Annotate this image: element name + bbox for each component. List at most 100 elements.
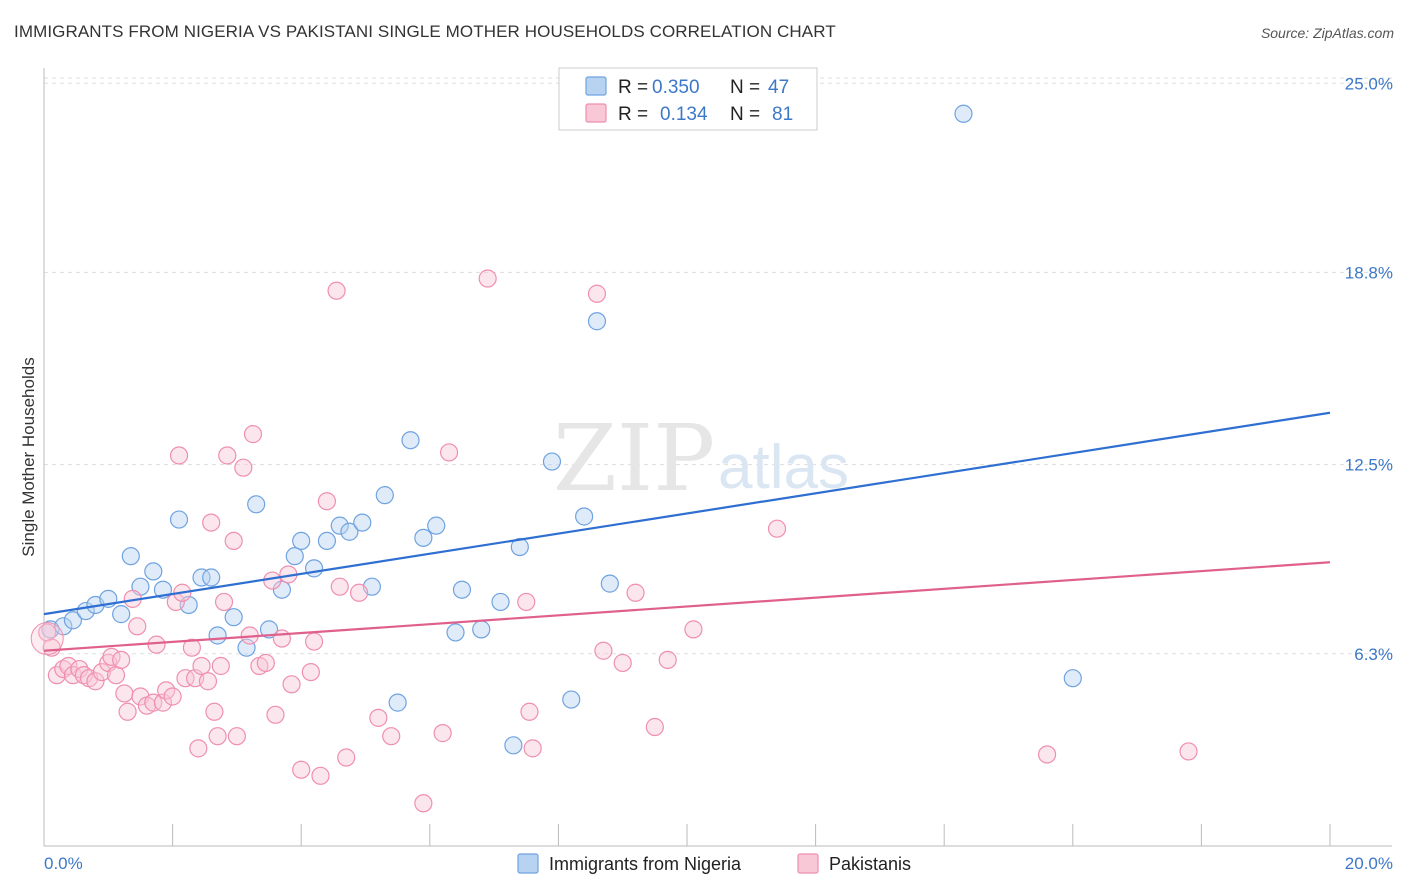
data-point-pakistan [626, 583, 645, 602]
watermark-zip-text: ZIP [553, 405, 715, 512]
y-tick-label: 25.0% [1345, 74, 1393, 93]
data-point-nigeria [375, 486, 394, 505]
data-point-nigeria [414, 528, 433, 547]
data-point-nigeria [510, 537, 529, 557]
stats-legend-r-value-nigeria: 0.350 [652, 77, 700, 98]
data-point-nigeria [272, 580, 292, 599]
data-point-pakistan [369, 708, 388, 727]
data-point-pakistan [433, 724, 452, 743]
x-tick-label-min: 0.0% [44, 854, 83, 873]
data-point-pakistan [144, 693, 163, 712]
y-tick-labels: 6.3% 12.5% 18.8% 25.0% [1345, 74, 1393, 664]
data-point-pakistan [182, 638, 201, 657]
data-point-pakistan [106, 666, 126, 685]
data-point-pakistan [147, 635, 166, 654]
data-point-pakistan [118, 702, 137, 721]
data-point-pakistan [304, 632, 324, 651]
data-point-pakistan [658, 650, 677, 669]
data-point-nigeria [446, 623, 465, 642]
data-point-pakistan [74, 666, 93, 685]
stats-legend-swatch-nigeria [585, 76, 607, 96]
data-point-pakistan [92, 662, 111, 682]
data-point-pakistan [1037, 745, 1057, 764]
data-point-nigeria [292, 531, 311, 551]
data-point-pakistan [263, 571, 282, 590]
chart-title: IMMIGRANTS FROM NIGERIA VS PAKISTANI SIN… [14, 22, 836, 41]
stats-legend-swatch-pakistan [585, 103, 607, 123]
data-point-pakistan [163, 687, 182, 706]
data-point-pakistan [382, 727, 401, 746]
trend-line-pakistan [43, 561, 1331, 652]
data-point-pakistan [282, 675, 301, 694]
data-point-pakistan [330, 577, 349, 596]
data-point-pakistan [523, 739, 542, 758]
data-point-pakistan [169, 446, 189, 465]
x-axis-ticks [43, 824, 1331, 846]
data-point-nigeria [144, 562, 163, 581]
data-point-pakistan [243, 425, 263, 444]
data-point-nigeria [587, 312, 607, 331]
data-point-nigeria [401, 431, 420, 450]
data-point-nigeria [192, 568, 211, 587]
data-point-pakistan [520, 702, 539, 721]
data-point-pakistan [301, 662, 320, 682]
data-point-pakistan [218, 446, 237, 465]
data-point-pakistan [613, 653, 632, 673]
series-legend: Immigrants from Nigeria Pakistanis [517, 853, 911, 874]
data-point-pakistan [128, 617, 147, 636]
data-point-pakistan [176, 669, 195, 688]
data-point-pakistan [272, 629, 292, 648]
legend-swatch-pakistan [797, 853, 819, 874]
data-point-pakistan [115, 684, 134, 703]
data-point-pakistan [266, 705, 285, 724]
data-point-pakistan [311, 766, 330, 785]
data-point-pakistan [205, 702, 224, 721]
data-point-nigeria [491, 592, 510, 612]
data-point-pakistan [292, 760, 311, 779]
x-tick-label-max: 20.0% [1345, 854, 1393, 873]
data-point-pakistan [224, 531, 243, 551]
legend-label-pakistan: Pakistanis [829, 854, 911, 874]
data-point-pakistan [439, 443, 459, 462]
data-point-nigeria [452, 580, 472, 599]
data-point-nigeria [285, 547, 304, 566]
legend-swatch-nigeria [517, 853, 539, 874]
data-point-nigeria [353, 513, 372, 532]
data-point-nigeria [504, 736, 523, 755]
data-point-pakistan [112, 650, 131, 669]
data-point-pakistan-cluster [30, 622, 64, 656]
data-point-pakistan [317, 492, 337, 511]
y-tick-label: 6.3% [1354, 645, 1393, 664]
data-point-nigeria [202, 568, 221, 587]
data-point-nigeria [304, 559, 324, 578]
data-point-nigeria [575, 507, 594, 526]
data-point-pakistan [587, 284, 607, 303]
data-point-pakistan [645, 717, 664, 737]
stats-legend-n-value-nigeria: 47 [768, 77, 789, 98]
data-point-nigeria [259, 620, 279, 639]
data-point-pakistan [202, 513, 221, 532]
data-point-nigeria [954, 104, 973, 123]
data-point-pakistan [337, 748, 356, 767]
data-point-nigeria [317, 531, 337, 551]
data-point-pakistan [234, 458, 253, 477]
axes [43, 68, 1392, 847]
data-point-pakistan [86, 672, 105, 691]
data-point-nigeria [542, 452, 562, 471]
series-pakistan-points [30, 269, 1198, 813]
data-point-pakistan [192, 656, 211, 676]
data-point-pakistan [59, 656, 78, 676]
data-point-pakistan [684, 620, 703, 639]
trend-line-nigeria [43, 411, 1331, 616]
data-point-nigeria [121, 547, 140, 566]
data-point-pakistan [198, 672, 218, 691]
source-label: Source: ZipAtlas.com [1260, 25, 1394, 41]
data-point-pakistan [211, 656, 230, 676]
data-point-nigeria [388, 693, 407, 712]
data-point-pakistan [256, 653, 275, 673]
data-point-nigeria [562, 690, 581, 709]
data-point-pakistan [517, 592, 536, 612]
data-point-pakistan [327, 281, 346, 300]
data-point-nigeria [169, 510, 189, 529]
